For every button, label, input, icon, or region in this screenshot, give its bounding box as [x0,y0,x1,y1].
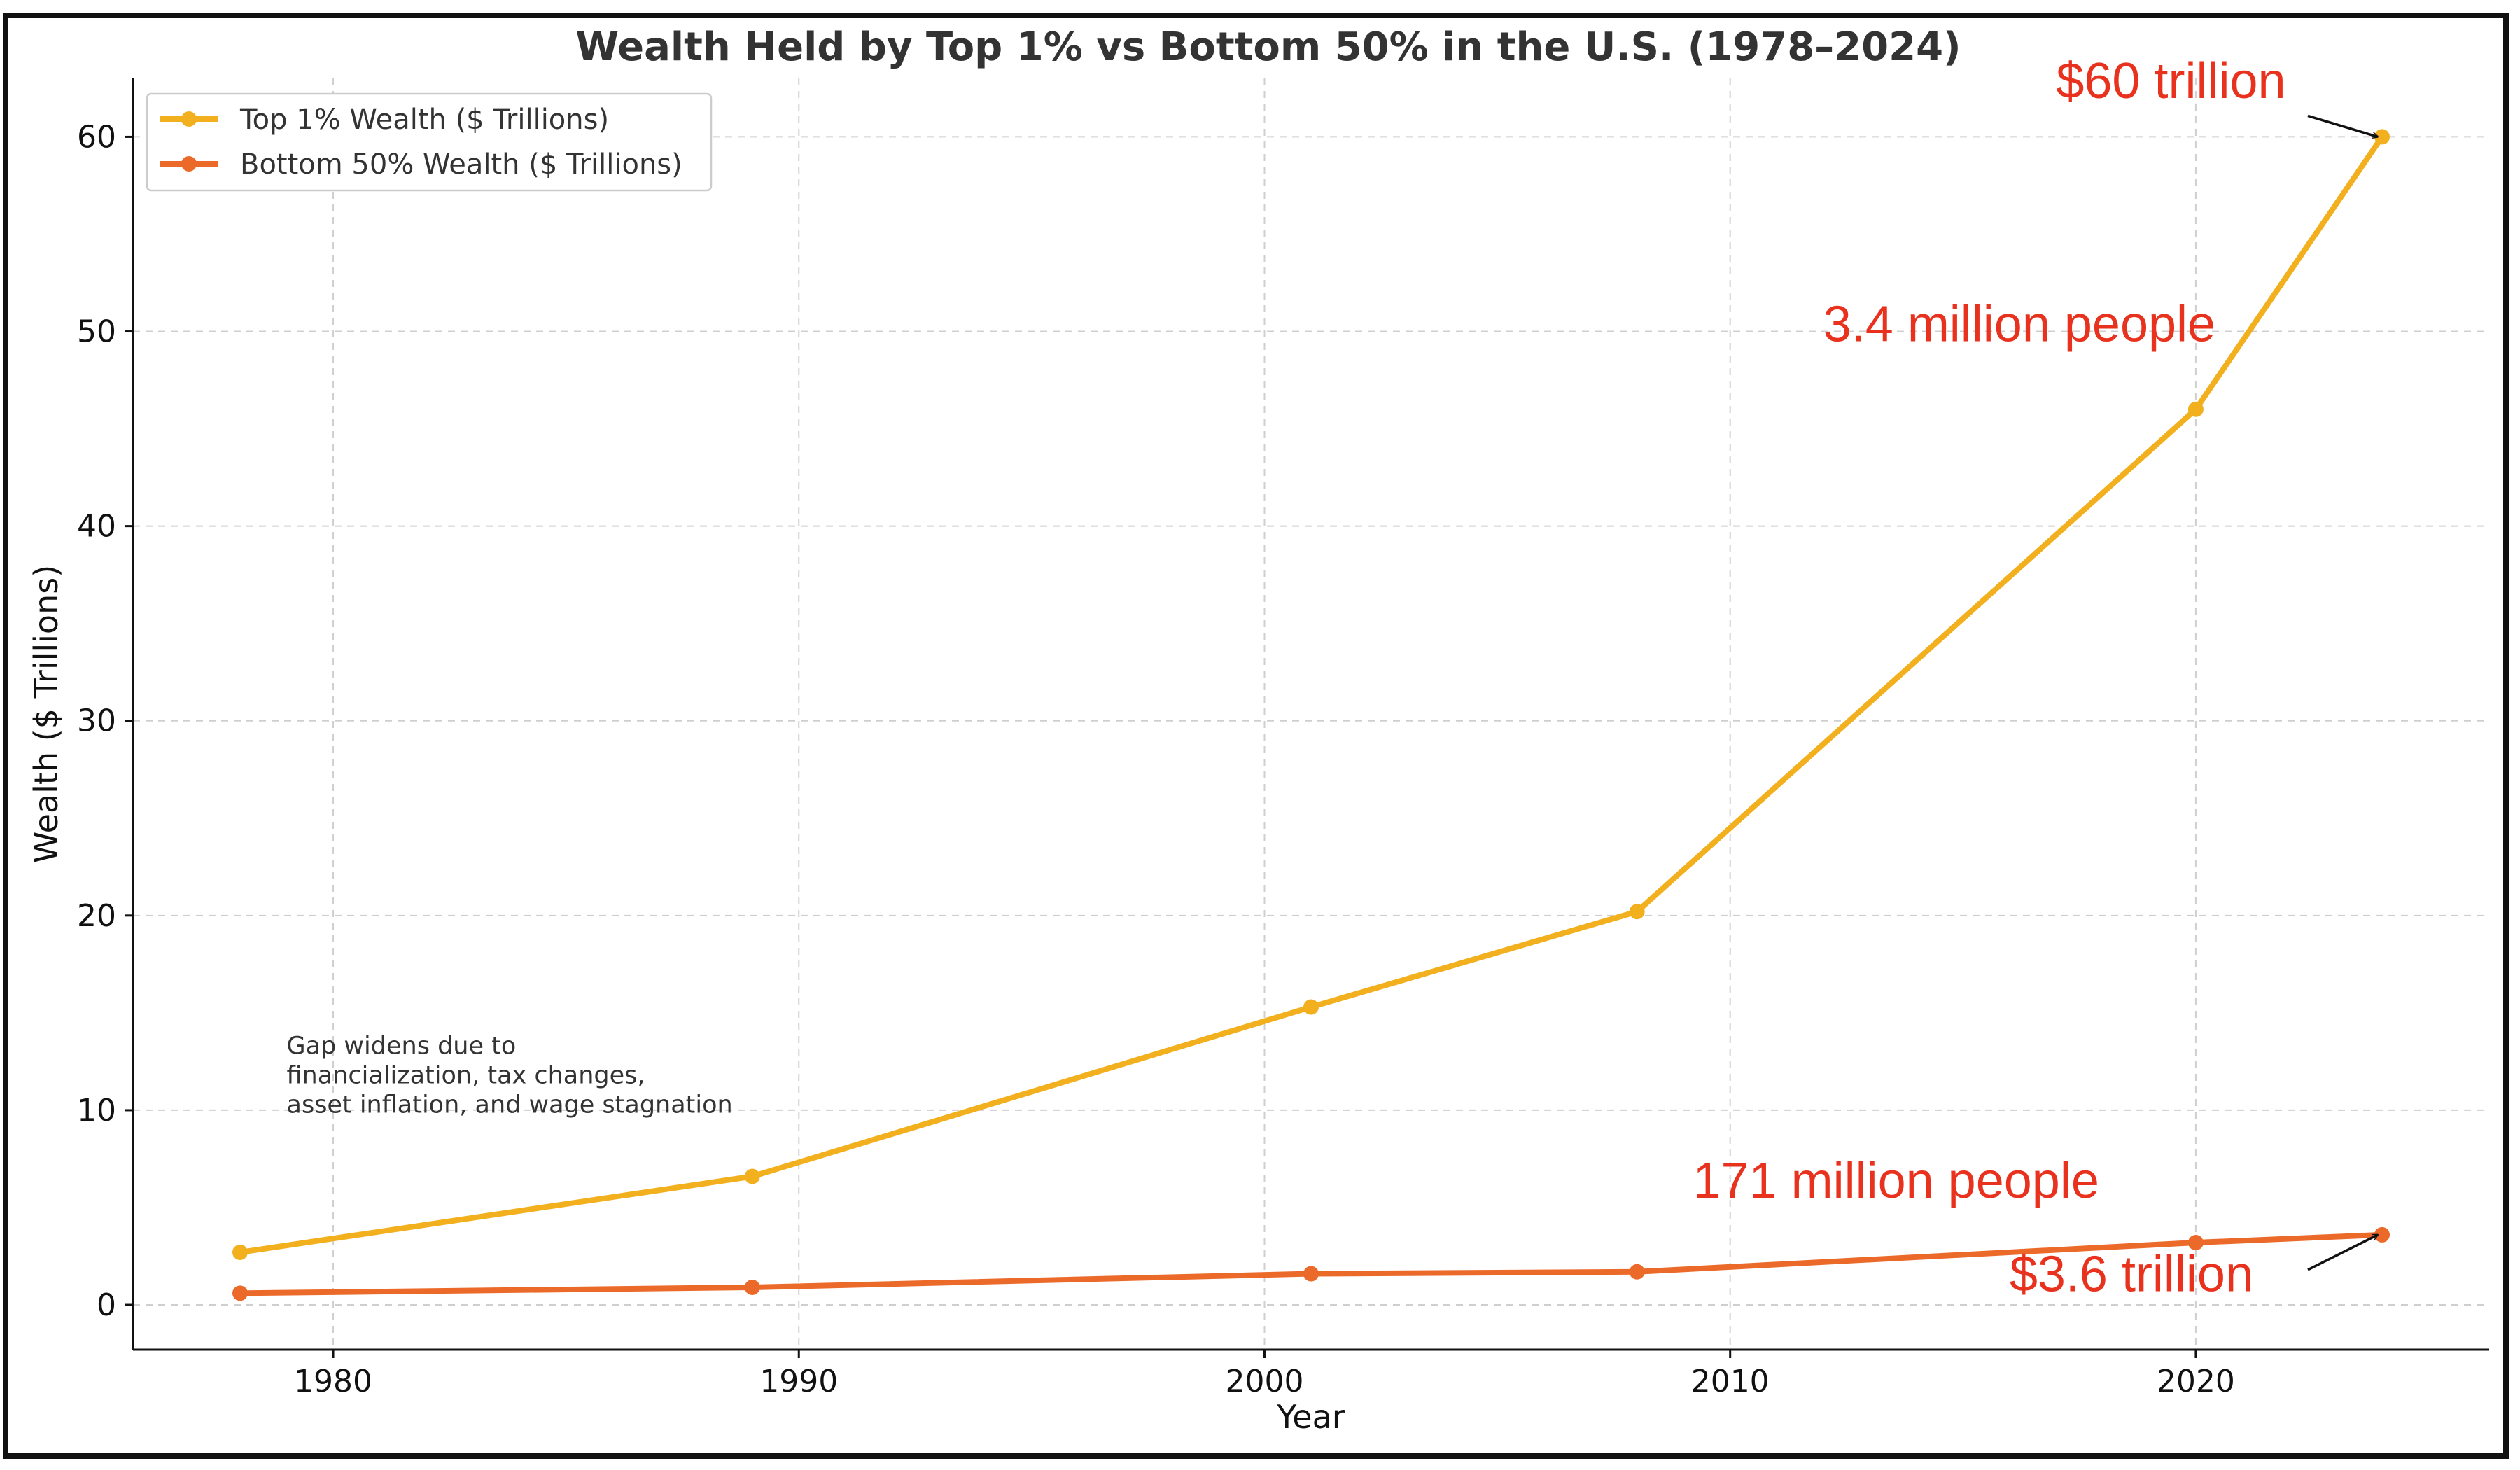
chart-note: Gap widens due to financialization, tax c… [287,1032,733,1119]
data-point [2188,1235,2204,1251]
note-line: Gap widens due to [287,1032,517,1060]
y-tick-label: 50 [77,314,116,350]
legend-box [146,92,713,192]
legend: Top 1% Wealth ($ Trillions) Bottom 50% We… [146,92,713,192]
x-tick-label: 1990 [760,1364,838,1399]
data-point [1629,904,1645,920]
x-ticks: 1980 1990 2000 2010 2020 [294,1350,2235,1399]
legend-label: Top 1% Wealth ($ Trillions) [239,104,609,136]
data-point [232,1285,248,1301]
data-point [1303,999,1319,1015]
gridlines [133,78,2489,1350]
series-line [237,1231,2385,1296]
annotation-label: 3.4 million people [1823,296,2216,352]
data-point [744,1280,760,1296]
series-1 [232,129,2390,1260]
series-line [237,134,2385,1255]
x-tick-label: 2020 [2157,1364,2235,1399]
y-tick-label: 30 [77,704,116,739]
series-2 [232,1226,2390,1301]
x-tick-label: 2000 [1225,1364,1303,1399]
y-ticks: 0 10 20 30 40 50 60 [77,119,133,1323]
y-axis-label: Wealth ($ Trillions) [27,565,65,863]
axes [132,78,2489,1351]
annotations: $60 trillion 3.4 million people 171 millio… [1693,53,2378,1303]
x-tick-label: 2010 [1691,1364,1770,1399]
annotation-arrow [2307,1233,2378,1271]
y-tick-label: 20 [77,898,116,934]
annotation-label: $3.6 trillion [2010,1247,2253,1303]
note-line: asset inflation, and wage stagnation [287,1091,733,1119]
chart-title: Wealth Held by Top 1% vs Bottom 50% in t… [575,24,1961,70]
annotation-label: $60 trillion [2056,53,2286,109]
annotation-arrow [2307,114,2378,136]
y-tick-label: 40 [77,509,116,545]
data-point [744,1168,760,1184]
y-tick-label: 60 [77,119,116,155]
data-point [232,1244,248,1260]
x-tick-label: 1980 [294,1364,372,1399]
note-line: financialization, tax changes, [287,1061,645,1089]
y-tick-label: 0 [97,1287,116,1323]
series-layer [232,129,2390,1301]
annotation-label: 171 million people [1693,1153,2099,1209]
data-point [1303,1266,1319,1282]
legend-label: Bottom 50% Wealth ($ Trillions) [240,148,682,181]
legend-marker [181,156,197,172]
data-point [1629,1264,1645,1280]
chart-frame [3,13,2509,1459]
legend-marker [181,111,197,127]
data-point [2188,401,2204,417]
y-tick-label: 10 [77,1093,116,1128]
x-axis-label: Year [1276,1398,1345,1436]
